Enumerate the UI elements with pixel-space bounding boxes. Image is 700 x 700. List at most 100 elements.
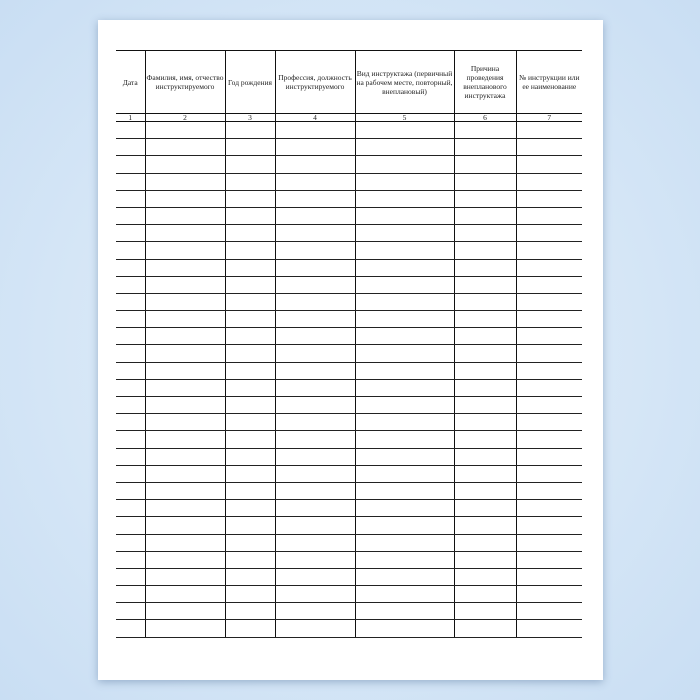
table-cell[interactable] — [274, 585, 356, 604]
table-cell[interactable] — [354, 551, 455, 569]
table-cell[interactable] — [144, 602, 226, 621]
table-cell[interactable] — [224, 396, 276, 415]
table-cell[interactable] — [116, 259, 146, 277]
table-cell[interactable] — [144, 448, 226, 466]
table-cell[interactable] — [354, 259, 455, 277]
table-cell[interactable] — [453, 430, 517, 449]
table-cell[interactable] — [116, 516, 146, 535]
table-cell[interactable] — [354, 568, 455, 587]
table-cell[interactable] — [224, 465, 276, 483]
table-cell[interactable] — [274, 327, 356, 346]
table-cell[interactable] — [224, 619, 276, 638]
table-cell[interactable] — [144, 413, 226, 432]
table-cell[interactable] — [116, 413, 146, 432]
table-cell[interactable] — [354, 585, 455, 604]
table-cell[interactable] — [515, 516, 582, 535]
table-cell[interactable] — [274, 465, 356, 483]
table-cell[interactable] — [274, 448, 356, 466]
table-cell[interactable] — [224, 276, 276, 294]
table-cell[interactable] — [224, 568, 276, 587]
table-cell[interactable] — [274, 241, 356, 260]
table-cell[interactable] — [354, 224, 455, 243]
table-cell[interactable] — [274, 619, 356, 638]
table-cell[interactable] — [224, 362, 276, 380]
table-cell[interactable] — [144, 276, 226, 294]
table-cell[interactable] — [354, 413, 455, 432]
table-cell[interactable] — [144, 173, 226, 191]
table-cell[interactable] — [144, 224, 226, 243]
table-cell[interactable] — [354, 499, 455, 518]
table-cell[interactable] — [515, 155, 582, 174]
table-cell[interactable] — [515, 224, 582, 243]
table-cell[interactable] — [354, 327, 455, 346]
table-cell[interactable] — [515, 276, 582, 294]
table-cell[interactable] — [274, 499, 356, 518]
table-cell[interactable] — [354, 482, 455, 501]
table-cell[interactable] — [224, 448, 276, 466]
table-cell[interactable] — [144, 482, 226, 501]
table-cell[interactable] — [224, 155, 276, 174]
table-cell[interactable] — [354, 276, 455, 294]
table-cell[interactable] — [144, 551, 226, 569]
table-cell[interactable] — [515, 379, 582, 398]
table-cell[interactable] — [144, 241, 226, 260]
table-cell[interactable] — [144, 259, 226, 277]
table-cell[interactable] — [224, 207, 276, 226]
table-cell[interactable] — [274, 551, 356, 569]
table-cell[interactable] — [116, 293, 146, 312]
table-cell[interactable] — [453, 155, 517, 174]
table-cell[interactable] — [116, 396, 146, 415]
table-cell[interactable] — [116, 276, 146, 294]
table-cell[interactable] — [224, 241, 276, 260]
table-cell[interactable] — [515, 259, 582, 277]
table-cell[interactable] — [116, 482, 146, 501]
table-cell[interactable] — [224, 259, 276, 277]
table-cell[interactable] — [453, 276, 517, 294]
table-cell[interactable] — [224, 121, 276, 140]
table-cell[interactable] — [274, 155, 356, 174]
table-cell[interactable] — [453, 241, 517, 260]
table-cell[interactable] — [274, 121, 356, 140]
table-cell[interactable] — [224, 224, 276, 243]
table-cell[interactable] — [116, 362, 146, 380]
table-cell[interactable] — [116, 155, 146, 174]
table-cell[interactable] — [144, 516, 226, 535]
table-cell[interactable] — [274, 207, 356, 226]
table-cell[interactable] — [515, 465, 582, 483]
table-cell[interactable] — [144, 293, 226, 312]
table-cell[interactable] — [116, 568, 146, 587]
table-cell[interactable] — [274, 362, 356, 380]
table-cell[interactable] — [515, 293, 582, 312]
table-cell[interactable] — [116, 379, 146, 398]
table-cell[interactable] — [453, 138, 517, 157]
table-cell[interactable] — [515, 173, 582, 191]
table-cell[interactable] — [224, 344, 276, 363]
table-cell[interactable] — [144, 568, 226, 587]
table-cell[interactable] — [354, 207, 455, 226]
table-cell[interactable] — [274, 482, 356, 501]
table-cell[interactable] — [224, 516, 276, 535]
table-cell[interactable] — [354, 362, 455, 380]
table-cell[interactable] — [453, 465, 517, 483]
table-cell[interactable] — [515, 482, 582, 501]
table-cell[interactable] — [515, 585, 582, 604]
table-cell[interactable] — [274, 190, 356, 208]
table-cell[interactable] — [116, 138, 146, 157]
table-cell[interactable] — [453, 190, 517, 208]
table-cell[interactable] — [515, 310, 582, 329]
table-cell[interactable] — [116, 344, 146, 363]
table-cell[interactable] — [354, 516, 455, 535]
table-cell[interactable] — [515, 396, 582, 415]
table-cell[interactable] — [515, 327, 582, 346]
table-cell[interactable] — [144, 121, 226, 140]
table-cell[interactable] — [453, 224, 517, 243]
table-cell[interactable] — [144, 379, 226, 398]
table-cell[interactable] — [274, 534, 356, 552]
table-cell[interactable] — [354, 241, 455, 260]
table-cell[interactable] — [274, 379, 356, 398]
table-cell[interactable] — [354, 619, 455, 638]
table-cell[interactable] — [354, 155, 455, 174]
table-cell[interactable] — [354, 448, 455, 466]
table-cell[interactable] — [354, 396, 455, 415]
table-cell[interactable] — [274, 173, 356, 191]
